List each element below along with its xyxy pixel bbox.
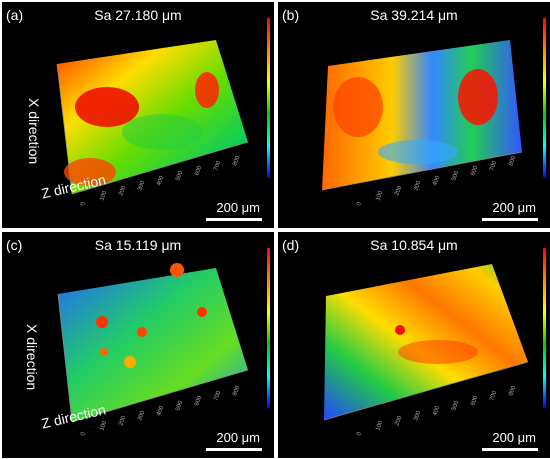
axis-tick-label: 800: [508, 155, 517, 167]
color-scale-bar: [543, 248, 546, 408]
axis-tick-label: 600: [194, 395, 203, 407]
axis-tick-label: 700: [213, 390, 222, 402]
panel-label: (b): [282, 7, 300, 23]
axis-tick-label: 0: [80, 431, 87, 437]
color-scale-bar: [543, 18, 546, 178]
scale-bar-label: 200 μm: [216, 430, 260, 445]
axis-tick-label: 100: [375, 420, 384, 432]
scale-bar: [482, 448, 538, 451]
axis-tick-label: 100: [99, 420, 108, 432]
surface-map-a: 0 100 200 300 400 500 600 700 800: [56, 40, 249, 207]
scale-bar: [482, 218, 538, 221]
axis-tick-label: 300: [137, 180, 146, 192]
surface-map-c: 0 100 200 300 400 500 600 700 800: [57, 263, 249, 437]
axis-tick-label: 0: [80, 201, 87, 207]
axis-tick-label: 700: [489, 160, 498, 172]
axis-tick-label: 100: [99, 190, 108, 202]
scale-bar-label: 200 μm: [216, 200, 260, 215]
roughness-title: Sa 39.214 μm: [370, 7, 458, 23]
axis-tick-label: 500: [175, 400, 184, 412]
panel-label: (a): [6, 7, 24, 23]
axis-tick-label: 0: [356, 431, 363, 437]
scale-bar-label: 200 μm: [492, 430, 536, 445]
panel-b: 0 100 200 300 400 500 600 700 800 (b) Sa 39.214 …: [278, 2, 550, 228]
x-direction-label: X direction: [26, 98, 42, 165]
axis-tick-label: 700: [213, 160, 222, 172]
axis-tick-label: 500: [451, 400, 460, 412]
axis-tick-label: 200: [118, 185, 127, 197]
axis-tick-label: 500: [451, 170, 460, 182]
scale-bar: [206, 448, 262, 451]
panel-d: 0 100 200 300 400 500 600 700 800 (d) Sa 10.854 …: [278, 232, 550, 458]
axis-tick-label: 100: [375, 190, 384, 202]
axis-tick-label: 600: [470, 395, 479, 407]
scale-bar: [206, 218, 262, 221]
axis-tick-label: 300: [413, 410, 422, 422]
color-scale-bar: [267, 248, 270, 408]
surface-map-b: 0 100 200 300 400 500 600 700 800: [321, 40, 523, 207]
axis-tick-label: 600: [194, 165, 203, 177]
x-direction-label: X direction: [24, 324, 40, 391]
axis-tick-label: 400: [156, 405, 165, 417]
panel-label: (c): [6, 237, 23, 253]
axis-tick-label: 600: [470, 165, 479, 177]
axis-tick-label: 700: [489, 390, 498, 402]
scale-bar-label: 200 μm: [492, 200, 536, 215]
axis-tick-label: 200: [394, 185, 403, 197]
axis-tick-label: 300: [137, 410, 146, 422]
axis-tick-label: 400: [432, 175, 441, 187]
panel-a: 0 100 200 300 400 500 600 700 800 (a) Sa 27.180 …: [2, 2, 274, 228]
surface-map-d: 0 100 200 300 400 500 600 700 800: [323, 264, 529, 437]
axis-tick-label: 400: [156, 175, 165, 187]
axis-tick-label: 800: [508, 385, 517, 397]
axis-tick-label: 400: [432, 405, 441, 417]
panel-c: 0 100 200 300 400 500 600 700 800 (c) Sa 15.119 …: [2, 232, 274, 458]
roughness-title: Sa 27.180 μm: [94, 7, 182, 23]
panel-label: (d): [282, 237, 300, 253]
axis-tick-label: 500: [175, 170, 184, 182]
roughness-title: Sa 15.119 μm: [94, 237, 182, 253]
axis-tick-label: 200: [394, 415, 403, 427]
axis-tick-label: 800: [232, 385, 241, 397]
axis-tick-label: 800: [232, 155, 241, 167]
axis-tick-label: 0: [356, 201, 363, 207]
axis-tick-label: 300: [413, 180, 422, 192]
roughness-title: Sa 10.854 μm: [370, 237, 458, 253]
axis-tick-label: 200: [118, 415, 127, 427]
color-scale-bar: [267, 18, 270, 178]
